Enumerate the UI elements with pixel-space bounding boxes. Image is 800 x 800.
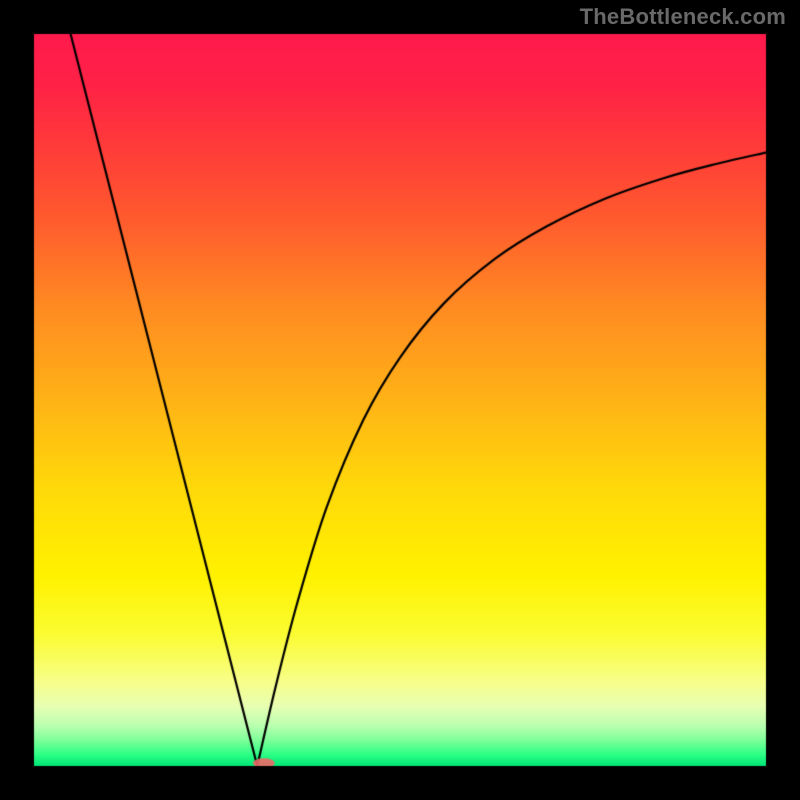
chart-stage: TheBottleneck.com bbox=[0, 0, 800, 800]
chart-canvas bbox=[0, 0, 800, 800]
watermark-text: TheBottleneck.com bbox=[580, 4, 786, 30]
